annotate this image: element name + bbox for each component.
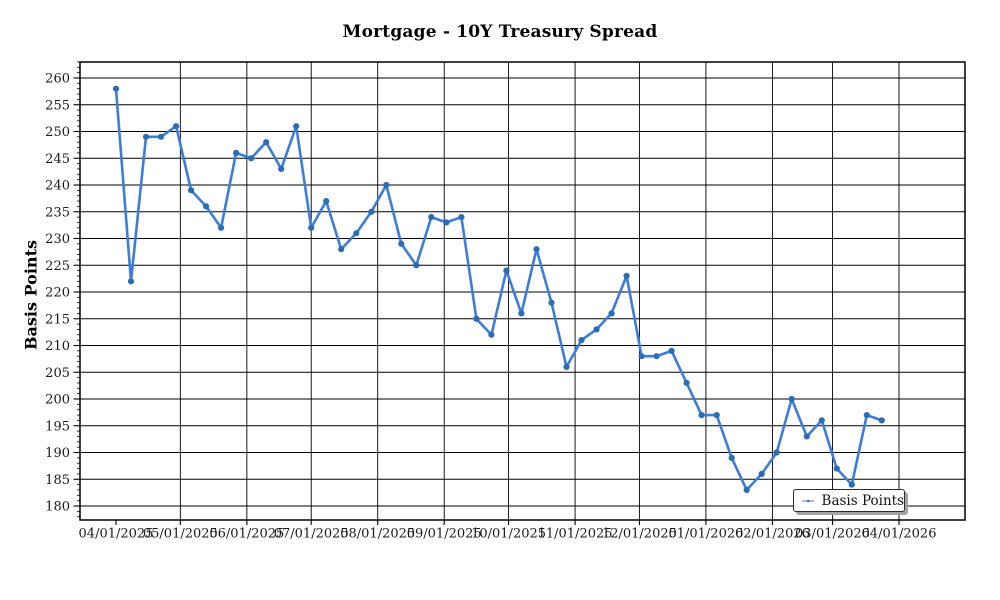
data-point-marker <box>848 481 855 488</box>
data-point-marker <box>142 133 150 140</box>
data-point-marker <box>518 310 525 317</box>
y-tick-label: 230 <box>45 232 70 247</box>
data-point-marker <box>503 267 510 274</box>
data-point-marker <box>353 230 360 237</box>
data-point-marker <box>173 123 180 130</box>
legend: Basis Points <box>793 489 905 512</box>
data-point-marker <box>743 486 750 493</box>
y-tick-label: 205 <box>45 366 70 381</box>
plot-border <box>79 61 966 521</box>
data-point-marker <box>728 454 735 461</box>
data-point-marker <box>608 310 615 317</box>
data-point-marker <box>683 379 690 386</box>
data-point-marker <box>413 262 420 269</box>
data-point-marker <box>473 315 480 322</box>
x-tick-label: 09/01/2025 <box>407 527 482 542</box>
data-point-marker <box>788 395 795 403</box>
data-point-marker <box>293 123 300 130</box>
data-point-marker <box>248 155 255 162</box>
data-point-marker <box>488 331 495 338</box>
x-tick-label: 07/01/2025 <box>274 527 349 542</box>
data-point-marker <box>323 198 330 205</box>
x-tick-label: 10/01/2025 <box>471 527 546 542</box>
data-point-marker <box>398 240 405 247</box>
data-point-marker <box>563 363 570 370</box>
y-tick-label: 255 <box>45 98 70 113</box>
y-tick-label: 220 <box>45 286 70 301</box>
data-point-marker <box>203 203 210 210</box>
data-point-marker <box>593 326 600 333</box>
y-tick-label: 210 <box>45 339 70 354</box>
data-point-marker <box>188 187 195 194</box>
legend-label: Basis Points <box>821 492 904 509</box>
x-tick-label: 04/01/2026 <box>862 527 937 542</box>
y-tick-label: 225 <box>45 259 70 274</box>
y-tick-label: 260 <box>45 72 70 87</box>
y-tick-label: 190 <box>45 446 70 461</box>
data-point-marker <box>638 353 645 360</box>
data-point-marker <box>428 214 435 221</box>
data-point-marker <box>668 347 675 354</box>
data-point-marker <box>112 85 120 92</box>
x-tick-label: 01/01/2026 <box>668 527 743 542</box>
chart-title: Mortgage - 10Y Treasury Spread <box>342 22 658 42</box>
data-point-marker <box>548 299 555 306</box>
data-point-marker <box>578 337 585 344</box>
data-point-marker <box>308 224 315 231</box>
data-point-marker <box>713 412 720 419</box>
x-tick-label: 11/01/2025 <box>538 527 613 542</box>
y-tick-label: 200 <box>45 393 70 408</box>
data-point-marker <box>233 149 240 156</box>
y-tick-label: 195 <box>45 419 70 434</box>
legend-marker-icon <box>802 499 815 502</box>
y-tick-label: 180 <box>45 500 70 515</box>
x-tick-label: 05/01/2025 <box>143 527 218 542</box>
x-tick-label: 06/01/2025 <box>209 527 284 542</box>
data-point-marker <box>443 219 450 226</box>
data-point-marker <box>653 353 660 360</box>
data-point-marker <box>758 470 765 477</box>
data-point-marker <box>803 433 810 440</box>
data-point-marker <box>533 246 540 253</box>
data-point-marker <box>218 224 225 231</box>
data-point-marker <box>278 165 285 172</box>
data-point-marker <box>157 133 165 140</box>
x-tick-label: 08/01/2025 <box>340 527 415 542</box>
data-point-marker <box>773 449 780 456</box>
data-point-marker <box>698 412 705 419</box>
x-tick-label: 04/01/2025 <box>79 527 154 542</box>
y-tick-label: 240 <box>45 179 70 194</box>
x-tick-label: 02/01/2026 <box>735 527 810 542</box>
data-point-marker <box>878 417 885 424</box>
legend-dot-sample <box>807 499 810 502</box>
data-point-marker <box>368 208 375 215</box>
data-point-marker <box>338 246 345 253</box>
data-point-marker <box>863 412 870 419</box>
series-line-basis-points <box>114 87 884 492</box>
data-point-marker <box>623 272 630 279</box>
data-point-marker <box>833 465 840 472</box>
data-point-marker <box>458 214 465 221</box>
y-tick-label: 250 <box>45 125 70 140</box>
data-point-marker <box>263 139 270 146</box>
x-tick-label: 12/01/2025 <box>602 527 677 542</box>
y-tick-label: 215 <box>45 312 70 327</box>
data-point-marker <box>818 417 825 424</box>
data-point-marker <box>127 278 135 285</box>
y-tick-label: 245 <box>45 152 70 167</box>
data-point-marker <box>383 181 390 189</box>
y-tick-label: 235 <box>45 205 70 220</box>
y-tick-label: 185 <box>45 473 70 488</box>
x-tick-label: 03/01/2026 <box>795 527 870 542</box>
